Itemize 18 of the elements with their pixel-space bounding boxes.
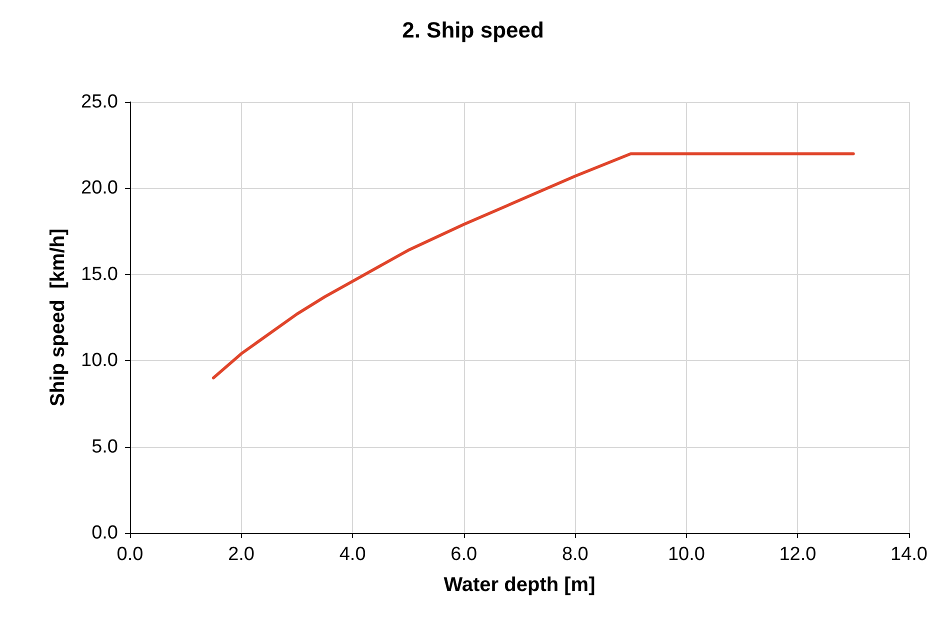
x-tick-label: 10.0 <box>668 544 705 565</box>
y-tick-label: 15.0 <box>81 264 118 285</box>
x-axis-title: Water depth [m] <box>444 574 596 596</box>
x-tick-label: 14.0 <box>890 544 928 565</box>
y-tick-label: 10.0 <box>81 350 118 372</box>
y-axis-title: Ship speed [km/h] <box>47 228 69 406</box>
line-series <box>212 152 855 380</box>
y-tick-label: 5.0 <box>92 436 118 458</box>
chart-title: 2. Ship speed <box>402 18 544 42</box>
x-tick-label: 4.0 <box>339 544 366 565</box>
x-tick-label: 6.0 <box>450 544 478 565</box>
x-tick-label: 0.0 <box>116 544 144 565</box>
y-tick-label: 20.0 <box>81 178 118 199</box>
x-tick-label: 2.0 <box>228 544 254 565</box>
x-tick-label: 12.0 <box>779 544 816 565</box>
x-tick-label: 8.0 <box>562 544 588 565</box>
y-tick-label: 0.0 <box>92 522 118 544</box>
y-tick-label: 25.0 <box>81 92 118 112</box>
